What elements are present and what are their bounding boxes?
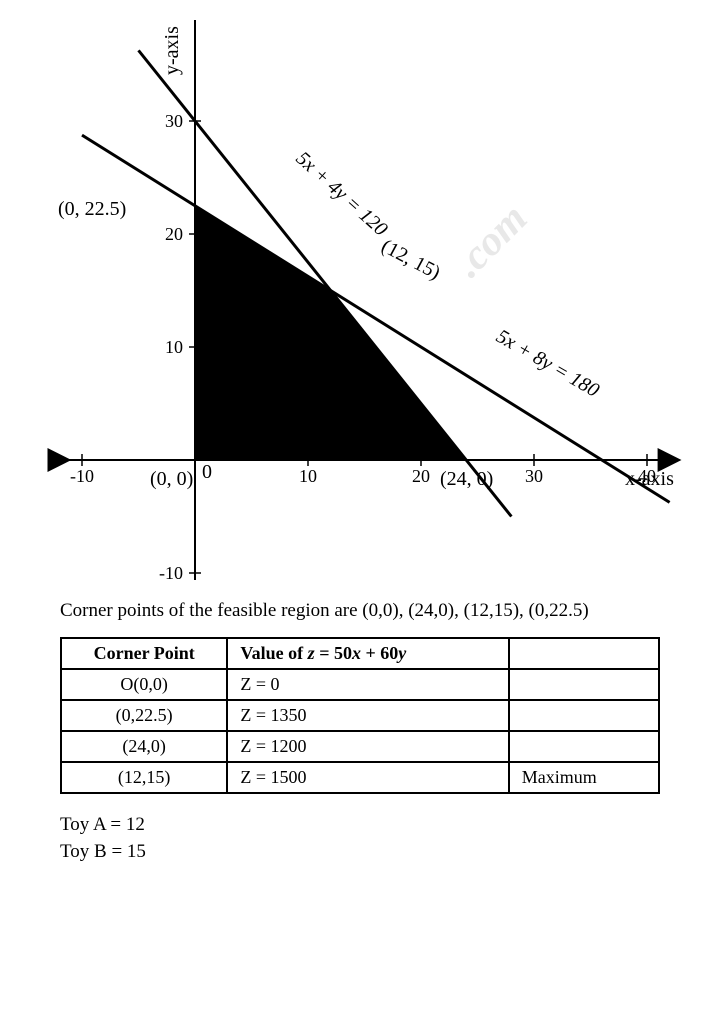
answer-toy-b: Toy B = 15 [60,841,660,863]
svg-text:(0, 22.5): (0, 22.5) [58,198,126,220]
svg-text:5x + 8y = 180: 5x + 8y = 180 [493,325,603,401]
svg-text:-10: -10 [70,466,94,486]
svg-text:(24, 0): (24, 0) [440,468,493,490]
table-cell: (24,0) [61,731,227,762]
svg-text:.com: .com [445,195,536,286]
corner-table: Corner PointValue of z = 50x + 60y O(0,0… [60,637,660,794]
table-row: (24,0)Z = 1200 [61,731,659,762]
svg-text:10: 10 [165,337,183,357]
table-cell: (12,15) [61,762,227,793]
answer-toy-a: Toy A = 12 [60,814,660,836]
svg-text:x-axis: x-axis [625,468,674,490]
table-row: (0,22.5)Z = 1350 [61,700,659,731]
svg-text:(12, 15): (12, 15) [378,235,444,284]
svg-text:5x + 4y = 120: 5x + 4y = 120 [292,147,392,240]
table-header: Value of z = 50x + 60y [227,638,508,669]
table-cell: Z = 0 [227,669,508,700]
svg-text:10: 10 [299,466,317,486]
svg-text:(0, 0): (0, 0) [150,468,193,490]
svg-text:30: 30 [525,466,543,486]
table-cell [509,669,659,700]
svg-text:30: 30 [165,111,183,131]
table-cell: (0,22.5) [61,700,227,731]
corner-points-text: Corner points of the feasible region are… [60,600,660,622]
table-cell: Z = 1200 [227,731,508,762]
svg-text:0: 0 [202,461,212,483]
svg-text:20: 20 [412,466,430,486]
lp-chart: .comor -1010203040-1010203040 x-axisy-ax… [20,20,700,580]
table-header [509,638,659,669]
table-cell: O(0,0) [61,669,227,700]
svg-text:20: 20 [165,224,183,244]
table-cell: Z = 1500 [227,762,508,793]
table-cell [509,700,659,731]
svg-text:-10: -10 [159,563,183,580]
svg-text:y-axis: y-axis [161,26,183,75]
table-cell: Z = 1350 [227,700,508,731]
table-header: Corner Point [61,638,227,669]
table-cell [509,731,659,762]
chart-svg: .comor -1010203040-1010203040 x-axisy-ax… [20,20,700,580]
table-cell: Maximum [509,762,659,793]
table-row: (12,15)Z = 1500Maximum [61,762,659,793]
table-row: O(0,0)Z = 0 [61,669,659,700]
